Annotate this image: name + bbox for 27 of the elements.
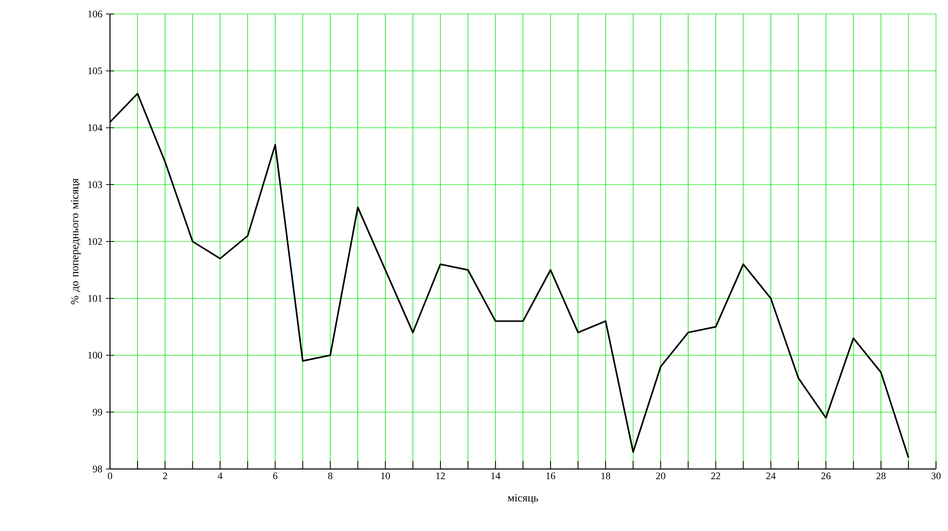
- y-tick-label: 100: [88, 352, 102, 359]
- y-axis-title: % до попереднього місяця: [70, 178, 81, 304]
- x-tick-label: 16: [546, 472, 556, 480]
- x-tick-label: 22: [711, 472, 720, 480]
- x-tick-label: 20: [656, 472, 666, 480]
- x-tick-label: 26: [821, 472, 831, 480]
- y-tick-label: 104: [88, 124, 102, 132]
- x-tick-label: 30: [931, 472, 941, 480]
- y-tick-label: 103: [88, 181, 102, 188]
- x-tick-label: 14: [491, 472, 500, 480]
- y-tick-label: 98: [92, 466, 102, 472]
- x-tick-label: 10: [381, 472, 390, 480]
- x-tick-label: 4: [218, 472, 222, 480]
- x-tick-label: 18: [601, 472, 610, 480]
- x-tick-label: 2: [163, 472, 168, 480]
- x-tick-label: 24: [766, 472, 776, 480]
- x-tick-label: 8: [328, 472, 332, 480]
- y-tick-label: 105: [88, 68, 102, 74]
- y-tick-label: 102: [88, 238, 102, 245]
- x-tick-label: 0: [108, 472, 112, 480]
- y-tick-label: 106: [88, 10, 102, 18]
- x-axis-title: місяць: [508, 494, 538, 504]
- x-tick-label: 12: [436, 472, 445, 480]
- y-tick-label: 101: [88, 295, 102, 302]
- x-tick-label: 6: [273, 472, 278, 480]
- y-tick-label: 99: [92, 408, 102, 416]
- x-tick-label: 28: [876, 472, 886, 480]
